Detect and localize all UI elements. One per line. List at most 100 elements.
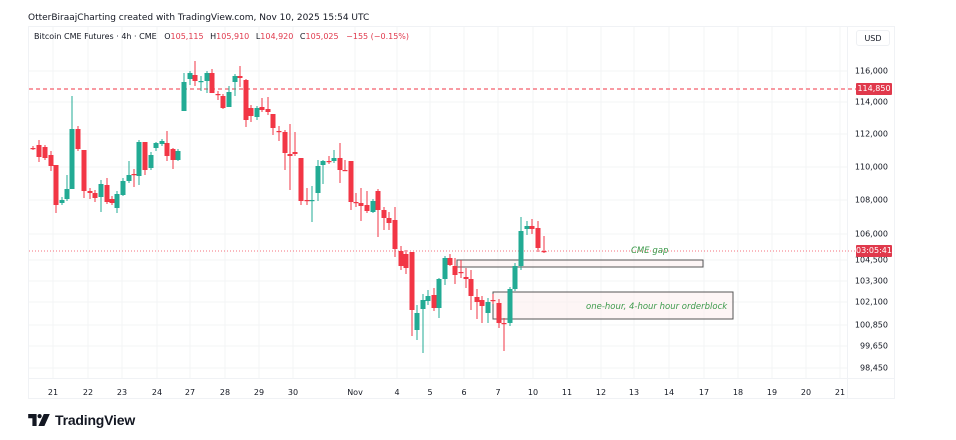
candle-body [403,254,409,268]
candle-body [92,193,98,198]
time-axis-label: 14 [663,388,675,397]
price-axis-label: 98,450 [860,363,888,373]
time-axis-label: 27 [184,388,196,397]
ohlc-high-label: H [210,32,217,41]
candle-body [501,323,507,325]
price-axis-label: 100,850 [854,320,888,330]
candle-body [370,201,376,212]
price-axis-label: 116,000 [854,66,888,76]
candle-body [254,108,260,117]
ohlc-low-value: 104,920 [260,32,294,41]
ohlc-open-label: O [164,32,171,41]
candle-body [81,150,87,191]
candle-body [237,76,243,78]
candle-body [131,174,137,176]
candle-body [442,258,448,279]
candle-body [463,277,469,279]
candle-body [485,302,491,313]
candle-body [392,220,398,249]
price-axis-divider [847,26,848,399]
candle-body [226,92,232,107]
candle-body [126,175,132,181]
candle-body [148,155,154,168]
candle-body [326,161,332,163]
symbol-legend: Bitcoin CME Futures · 4h · CME O105,115 … [34,32,409,41]
candle-body [375,191,381,210]
time-axis-label: 20 [800,388,812,397]
orderblock-rectangle [492,291,734,320]
candle-body [414,313,420,330]
candle-body [496,303,502,323]
time-axis-label: 24 [151,388,163,397]
candle-body [381,210,387,218]
time-axis-label: 23 [116,388,128,397]
candle-body [220,96,226,108]
candle-body [348,161,354,202]
time-axis-label: 17 [698,388,710,397]
candle-body [287,154,293,156]
currency-button[interactable]: USD [856,30,890,46]
candle-body [265,109,271,112]
tradingview-logo[interactable]: TradingView [28,412,135,428]
candle-body [315,166,321,193]
candle-body [452,266,458,275]
time-axis-label: 19 [766,388,778,397]
candle-body [232,76,238,82]
price-change: −155 (−0.15%) [346,32,410,41]
candle-body [458,272,464,274]
candle-body [276,131,282,133]
tradingview-logo-icon [28,414,50,426]
candle-body [42,147,48,158]
candle-body [342,170,348,172]
time-axis-label: 22 [82,388,94,397]
candle-body [337,158,343,170]
candle-body [292,152,298,154]
time-axis-label: 30 [287,388,299,397]
candle-body [192,75,198,81]
candle-body [490,300,496,302]
candle-body [524,226,530,229]
time-axis-label: 4 [394,388,400,397]
horizontal-line-price-tag: 114,850 [856,83,892,95]
candle-body [75,129,81,149]
candle-body [259,107,265,110]
candle-body [320,161,326,165]
chart-pane[interactable] [28,26,895,399]
candle-body [529,226,535,229]
candle-body [409,252,415,310]
time-axis-label: 21 [47,388,59,397]
candle-body [541,251,547,253]
time-axis-label: 7 [495,388,501,397]
candle-body [120,181,126,195]
candle-body [248,108,254,116]
candle-body [159,141,165,144]
candle-body [447,258,453,265]
candle-body [209,73,215,93]
time-axis-label: 18 [732,388,744,397]
candle-body [69,129,75,189]
ohlc-close-label: C [299,32,306,41]
candle-body [364,205,370,211]
candle-body [386,218,392,223]
candle-body [109,199,115,203]
price-axis-label: 114,000 [854,97,888,107]
price-axis-label: 110,000 [854,162,888,172]
time-axis-label: 13 [628,388,640,397]
candle-body [309,200,315,202]
price-axis-label: 108,000 [854,195,888,205]
candle-body [170,149,176,160]
candle-body [87,191,93,193]
candle-body [175,151,181,160]
price-axis-label: 99,650 [860,341,888,351]
cme-gap-rectangle [456,259,704,268]
candle-body [425,296,431,301]
candle-body [535,228,541,248]
ohlc-close-value: 105,025 [305,32,339,41]
time-axis-label: 12 [595,388,607,397]
symbol-title: Bitcoin CME Futures · 4h · CME [34,32,157,41]
candle-body [518,231,524,266]
candle-body [142,142,148,170]
candle-body [215,94,221,96]
candle-body [48,155,54,166]
